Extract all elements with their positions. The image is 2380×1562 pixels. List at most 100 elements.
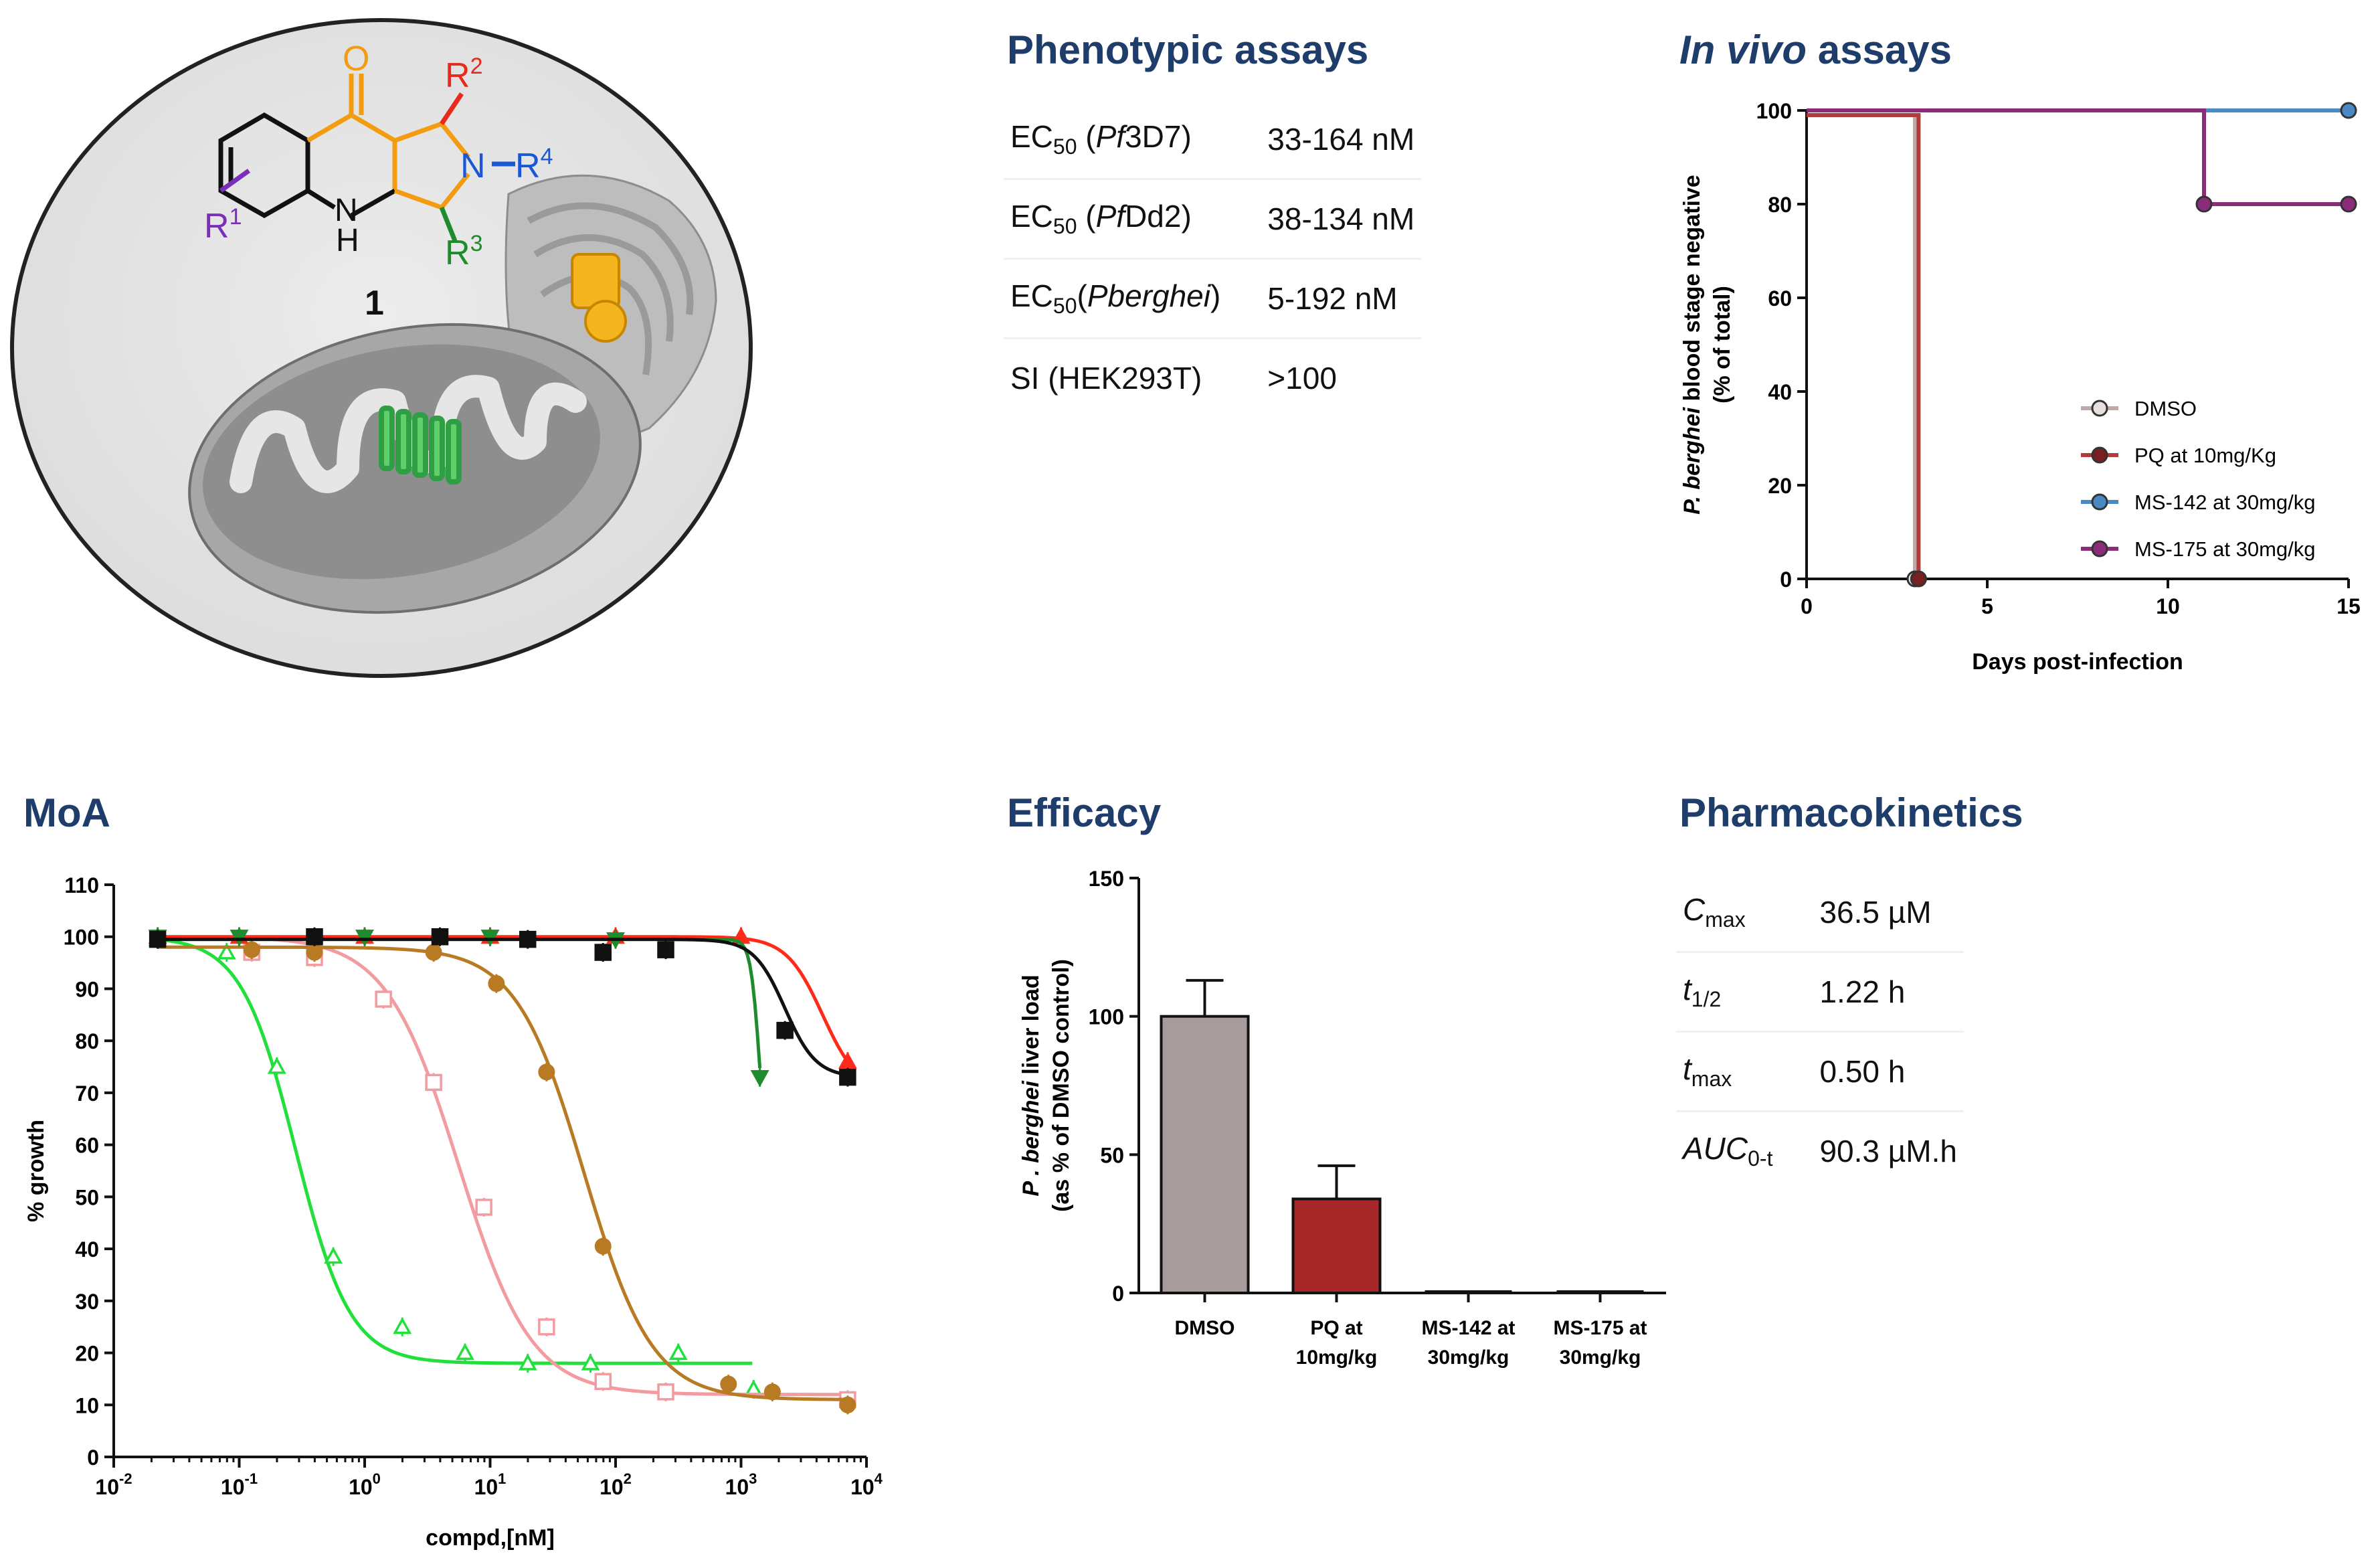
label-open: ( (1077, 278, 1087, 314)
y-tick-label: 20 (1768, 474, 1792, 498)
y-tick-label: 60 (1768, 286, 1792, 311)
x-tick-base: 10 (221, 1475, 245, 1499)
phenotypic-label: EC50 (PfDd2) (1004, 178, 1261, 259)
series-marker (2195, 195, 2213, 213)
y-tick-label: 40 (75, 1237, 99, 1262)
y-tick-label: 100 (64, 926, 99, 950)
y-tick-label: 50 (75, 1185, 99, 1209)
data-point (594, 1237, 612, 1255)
y-tick-label: 40 (1768, 380, 1792, 404)
phenotypic-row: EC50 (Pf3D7) 33-164 nM (1004, 100, 1421, 179)
y-tick-label: 100 (1756, 99, 1792, 123)
data-point (475, 1199, 492, 1216)
data-point (306, 928, 323, 946)
category-label: MS-142 at (1421, 1317, 1515, 1339)
x-axis-label: Days post-infection (1972, 649, 2183, 675)
y-tick-label: 110 (64, 873, 99, 897)
data-point (456, 1342, 474, 1361)
x-tick-exponent: 0 (373, 1470, 381, 1487)
label-species: Pberghei (1087, 278, 1210, 314)
pk-subscript: 1/2 (1691, 987, 1722, 1012)
phenotypic-row: EC50(Pberghei) 5-192 nM (1004, 258, 1422, 339)
y-axis-label-species: P . berghei (1018, 1080, 1044, 1197)
series-marker (2340, 195, 2357, 213)
label-text: SI (HEK293T) (1010, 361, 1202, 396)
phenotypic-label: EC50(Pberghei) (1004, 258, 1261, 339)
data-point (668, 1342, 688, 1361)
y-tick-label: 150 (1089, 867, 1124, 891)
y-axis-label-species: P. berghei (1679, 406, 1705, 515)
data-point (480, 930, 500, 947)
data-point (750, 1070, 769, 1088)
category-label: DMSO (1175, 1317, 1235, 1339)
x-tick-exponent: -1 (245, 1470, 258, 1487)
label-open: ( (1077, 119, 1096, 155)
bar (1291, 1197, 1382, 1295)
bar (1160, 1015, 1250, 1294)
label-species: Pf (1095, 199, 1125, 234)
data-point (488, 975, 505, 992)
pk-subscript: max (1691, 1067, 1732, 1092)
invivo-heading: In vivo assays (1679, 27, 1952, 72)
atom-o: O (343, 39, 369, 78)
x-tick-label: 104 (850, 1470, 883, 1499)
data-point (581, 1353, 600, 1371)
fit-curve (157, 935, 849, 1063)
x-axis-label: compd,[nM] (426, 1525, 555, 1551)
y-axis-label: P . berghei liver load (1018, 974, 1044, 1196)
r3-label: R3 (445, 231, 482, 272)
phenotypic-row: EC50 (PfDd2) 38-134 nM (1004, 178, 1422, 259)
phenotypic-value: 38-134 nM (1261, 178, 1422, 259)
pk-table: Cmax 36.5 µM t1/2 1.22 h tmax 0.50 h AUC0-t 90.… (1676, 873, 1964, 1190)
phenotypic-table: EC50 (Pf3D7) 33-164 nM EC50 (PfDd2) 38-134 … (1004, 100, 1422, 417)
series-marker (2340, 102, 2357, 119)
data-point (355, 930, 374, 947)
pk-symbol: AUC (1683, 1131, 1748, 1166)
x-tick-label: 15 (2337, 594, 2361, 618)
legend-label: MS-175 at 30mg/kg (2134, 537, 2316, 561)
data-point (838, 1051, 857, 1069)
y-tick-label: 80 (75, 1029, 99, 1053)
cell-illustration: O N N H R2 R4 R3 R1 1 (10, 18, 753, 678)
category-label: PQ at (1310, 1317, 1362, 1339)
data-point (538, 1318, 555, 1336)
legend-marker (2091, 493, 2108, 511)
x-tick-label: 5 (1981, 594, 1993, 618)
data-point (763, 1383, 781, 1401)
label-text: EC (1010, 199, 1053, 234)
legend-marker (2091, 446, 2108, 464)
label-text: EC (1010, 119, 1053, 155)
compound-structure (218, 74, 515, 242)
data-point (306, 944, 323, 961)
category-label: 30mg/kg (1428, 1347, 1509, 1369)
series-marker (1910, 570, 1927, 588)
y-axis-label-2: (% of total) (1710, 286, 1735, 404)
y-tick-label: 50 (1100, 1143, 1124, 1167)
label-species: Pf (1095, 119, 1125, 155)
legend-label: DMSO (2134, 397, 2197, 420)
data-point (425, 944, 442, 961)
data-point (538, 1063, 555, 1081)
x-tick-base: 10 (725, 1475, 749, 1499)
x-tick-label: 10-2 (95, 1470, 132, 1499)
fit-curve (157, 935, 853, 1397)
x-tick-label: 101 (474, 1470, 507, 1499)
data-point (375, 990, 392, 1008)
y-axis-label: % growth (23, 1120, 49, 1222)
y-tick-label: 70 (75, 1081, 99, 1106)
phenotypic-value: >100 (1261, 337, 1422, 417)
x-tick-exponent: 3 (749, 1470, 757, 1487)
moa-heading: MoA (23, 790, 110, 835)
fit-curve (157, 945, 853, 1401)
fit-curve (157, 938, 848, 1077)
data-point (594, 944, 612, 961)
phenotypic-label: SI (HEK293T) (1004, 337, 1261, 417)
atom-nh-n: N (335, 193, 358, 228)
y-tick-label: 0 (1112, 1282, 1124, 1306)
green-complex-icon (379, 406, 462, 485)
x-tick-base: 10 (95, 1475, 119, 1499)
data-point (393, 1317, 412, 1334)
label-strain: 3D7) (1125, 119, 1192, 155)
data-point (267, 1057, 286, 1074)
